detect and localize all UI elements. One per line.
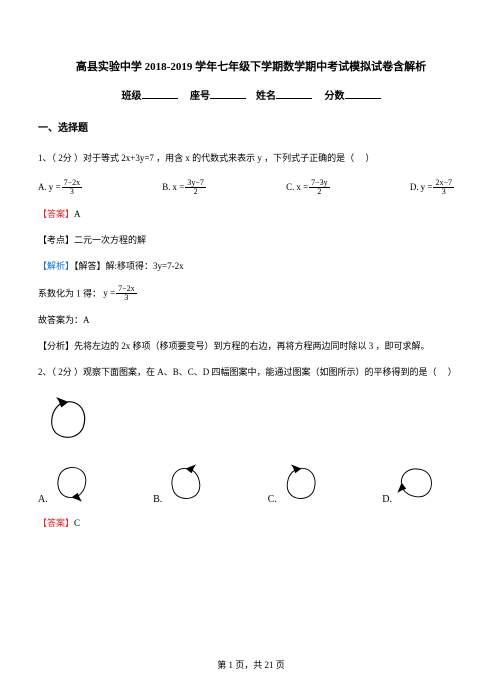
q2-optC-label: C. [268, 493, 277, 507]
q2-answer-value: C [74, 518, 80, 528]
q1-answer-value: A [74, 209, 81, 219]
q1-xishu: 系数化为 1 得： y = 7−2x 3 [38, 285, 464, 302]
q1-optC-frac: 7−3y 2 [309, 179, 330, 196]
answer-label-2: 【答案】 [38, 518, 74, 528]
leaf-shape-c-icon [279, 459, 323, 507]
question-2-text: 2、（ 2分 ）观察下面图案，在 A、B、C、D 四幅图案中，能通过图案（如图所… [38, 364, 464, 380]
q1-fenxi: 【分析】先将左边的 2x 移项（移项要变号）到方程的右边，再将方程两边同时除以 … [38, 338, 464, 354]
q1-optA-frac: 7−2x 3 [62, 179, 83, 196]
q2-option-d: D. [382, 459, 438, 507]
q1-option-b: B. x = 3y−7 2 [162, 179, 206, 196]
q2-reference-shape [42, 392, 464, 451]
question-1-options: A. y = 7−2x 3 B. x = 3y−7 2 C. x = 7−3y … [38, 179, 464, 196]
q2-option-b: B. [153, 459, 208, 507]
q1-option-d: D. y = 2x−7 3 [410, 179, 454, 196]
section-1-title: 一、选择题 [38, 122, 464, 136]
xishu-lhs: y = [103, 285, 115, 301]
q1-optA-prefix: A. [38, 181, 47, 194]
q1-optD-prefix: D. [410, 181, 419, 194]
score-label: 分数 [325, 91, 345, 102]
q1-optD-frac: 2x−7 3 [433, 179, 454, 196]
q1-optB-lhs: x = [173, 181, 185, 194]
q2-options-row: A. B. C. D. [38, 459, 464, 507]
seat-underline [210, 89, 246, 99]
kaodian-label: 【考点】 [38, 235, 74, 245]
seat-label: 座号 [190, 91, 210, 102]
score-underline [345, 89, 381, 99]
answer-label: 【答案】 [38, 209, 74, 219]
name-label: 姓名 [256, 91, 276, 102]
q2-optD-label: D. [382, 493, 392, 507]
leaf-shape-icon [42, 392, 94, 446]
name-underline [276, 89, 312, 99]
fenxi-label: 【分析】 [38, 341, 74, 351]
jiexi-label: 【解析】 [38, 261, 74, 271]
page-title: 高县实验中学 2018-2019 学年七年级下学期数学期中考试模拟试卷含解析 [38, 60, 464, 75]
q1-option-c: C. x = 7−3y 2 [286, 179, 330, 196]
q2-optA-label: A. [38, 493, 48, 507]
q1-optA-lhs: y = [49, 181, 61, 194]
q2-option-a: A. [38, 459, 94, 507]
q1-answer: 【答案】A [38, 208, 464, 221]
q1-jiexi: 【解析】【解答】解:移项得：3y=7-2x [38, 258, 464, 274]
xishu-text: 系数化为 1 得： [38, 288, 101, 298]
fenxi-text: 先将左边的 2x 移项（移项要变号）到方程的右边，再将方程两边同时除以 3 ，即… [74, 341, 430, 351]
class-label: 班级 [122, 91, 142, 102]
leaf-shape-a-icon [50, 459, 94, 507]
q1-optD-lhs: y = [421, 181, 433, 194]
class-underline [142, 89, 178, 99]
kaodian-value: 二元一次方程的解 [74, 235, 146, 245]
q1-option-a: A. y = 7−2x 3 [38, 179, 82, 196]
q1-optB-frac: 3y−7 2 [185, 179, 206, 196]
q2-optB-label: B. [153, 493, 162, 507]
header-fields: 班级 座号 姓名 分数 [38, 89, 464, 104]
question-1-text: 1、（ 2分 ）对于等式 2x+3y=7 ，用含 x 的代数式来表示 y ，下列… [38, 150, 464, 166]
q1-gu-answer: 故答案为：A [38, 312, 464, 328]
xishu-frac: 7−2x 3 [116, 285, 137, 302]
q1-optB-prefix: B. [162, 181, 170, 194]
leaf-shape-d-icon [394, 459, 438, 507]
q2-answer: 【答案】C [38, 517, 464, 530]
leaf-shape-b-icon [164, 459, 208, 507]
q1-kaodian: 【考点】二元一次方程的解 [38, 232, 464, 248]
jiexi-text: 【解答】解:移项得：3y=7-2x [74, 261, 184, 271]
q2-option-c: C. [268, 459, 323, 507]
q1-optC-lhs: x = [296, 181, 308, 194]
page-footer: 第 1 页，共 21 页 [0, 659, 502, 672]
q1-optC-prefix: C. [286, 181, 294, 194]
